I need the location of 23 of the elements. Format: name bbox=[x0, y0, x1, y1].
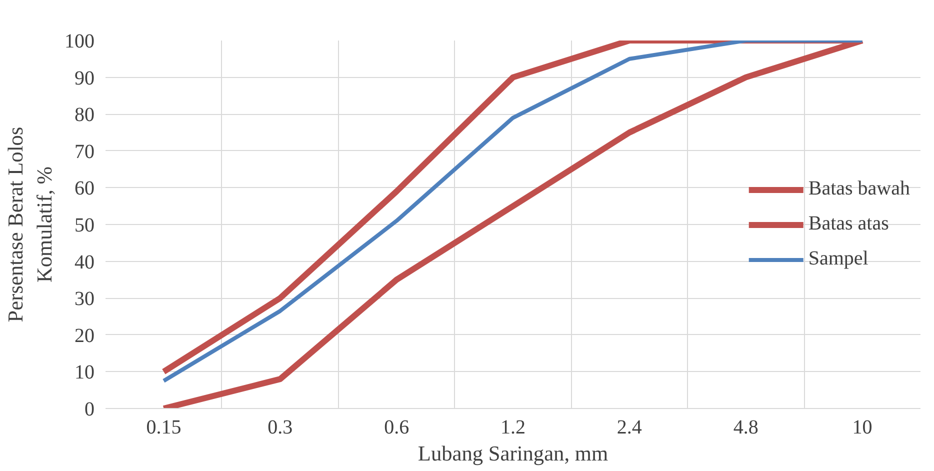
x-tick-label: 0.6 bbox=[384, 416, 410, 438]
x-tick-label: 1.2 bbox=[500, 416, 526, 438]
x-tick-label: 10 bbox=[852, 416, 872, 438]
y-tick-label: 50 bbox=[74, 214, 94, 236]
y-tick-label: 10 bbox=[74, 362, 94, 384]
y-axis-title: Persentase Berat Lolos Komulatif, % bbox=[4, 126, 56, 322]
legend-label: Batas bawah bbox=[808, 178, 910, 200]
legend-label: Batas atas bbox=[808, 212, 889, 236]
y-tick-label: 70 bbox=[74, 140, 94, 163]
y-tick-label: 0 bbox=[84, 398, 94, 420]
x-tick-label: 2.4 bbox=[616, 416, 642, 438]
y-tick-label: 30 bbox=[74, 288, 94, 310]
y-tick-label: 90 bbox=[74, 67, 94, 90]
y-tick-label: 80 bbox=[74, 104, 94, 126]
legend-label: Sampel bbox=[808, 248, 868, 270]
x-tick-label: 4.8 bbox=[733, 416, 758, 438]
y-tick-label: 100 bbox=[64, 30, 94, 52]
y-tick-label: 20 bbox=[74, 324, 94, 347]
y-tick-label: 60 bbox=[74, 178, 94, 200]
x-tick-label: 0.3 bbox=[268, 416, 293, 438]
x-axis-title: Lubang Saringan, mm bbox=[418, 442, 608, 466]
y-tick-label: 40 bbox=[74, 251, 94, 274]
x-tick-label: 0.15 bbox=[146, 416, 182, 438]
